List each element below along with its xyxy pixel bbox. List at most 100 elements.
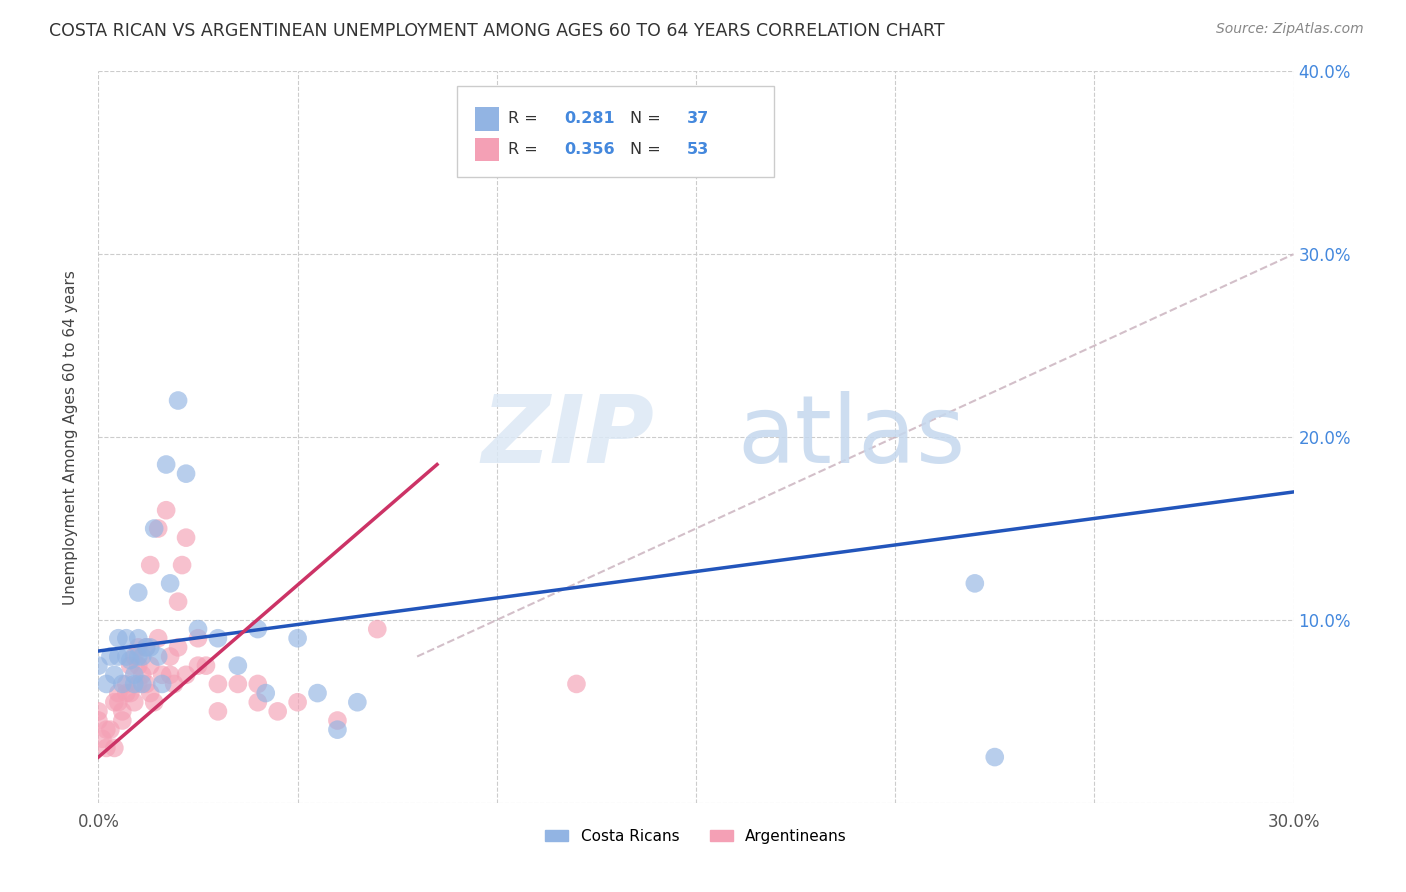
Point [96, 723, 118, 737]
Point [139, 658, 162, 673]
Point [107, 686, 129, 700]
Point [96, 677, 118, 691]
Point [131, 649, 153, 664]
Point [163, 677, 186, 691]
Point [87, 705, 110, 719]
Point [159, 667, 181, 681]
Point [187, 632, 209, 646]
Point [150, 667, 173, 681]
Point [187, 658, 209, 673]
Point [139, 686, 162, 700]
Point [103, 667, 125, 681]
Point [565, 677, 588, 691]
Point [107, 632, 129, 646]
Point [103, 740, 125, 755]
Point [111, 714, 134, 728]
Point [127, 649, 149, 664]
Point [172, 558, 194, 573]
Point [150, 677, 173, 691]
Point [120, 686, 142, 700]
Point [246, 677, 269, 691]
Point [115, 677, 138, 691]
Point [107, 649, 129, 664]
Point [287, 632, 309, 646]
Point [96, 740, 118, 755]
Point [127, 658, 149, 673]
Point [139, 640, 162, 655]
Text: COSTA RICAN VS ARGENTINEAN UNEMPLOYMENT AMONG AGES 60 TO 64 YEARS CORRELATION CH: COSTA RICAN VS ARGENTINEAN UNEMPLOYMENT … [49, 22, 945, 40]
Point [107, 695, 129, 709]
Point [127, 640, 149, 655]
Point [135, 640, 157, 655]
Point [148, 649, 170, 664]
Point [131, 677, 153, 691]
Point [963, 576, 986, 591]
Point [287, 695, 309, 709]
Point [167, 640, 190, 655]
Point [207, 677, 229, 691]
Text: 0.356: 0.356 [565, 142, 616, 157]
Point [174, 667, 197, 681]
Point [167, 594, 190, 608]
Point [159, 576, 181, 591]
Text: ZIP: ZIP [481, 391, 654, 483]
Point [326, 723, 349, 737]
Point [115, 649, 138, 664]
Point [143, 521, 166, 535]
Text: R =: R = [509, 112, 543, 127]
Point [195, 658, 218, 673]
Point [115, 686, 138, 700]
Point [174, 467, 197, 481]
Point [148, 521, 170, 535]
Point [326, 714, 349, 728]
Point [159, 649, 181, 664]
Text: R =: R = [509, 142, 543, 157]
Point [139, 558, 162, 573]
Point [207, 632, 229, 646]
Point [167, 393, 190, 408]
Point [115, 632, 138, 646]
Text: N =: N = [630, 142, 666, 157]
Point [226, 658, 249, 673]
Point [111, 677, 134, 691]
Point [155, 503, 177, 517]
Point [111, 705, 134, 719]
Point [124, 695, 146, 709]
FancyBboxPatch shape [475, 107, 499, 130]
Text: atlas: atlas [738, 391, 966, 483]
Point [226, 677, 249, 691]
Point [87, 658, 110, 673]
Point [366, 622, 388, 636]
Point [187, 622, 209, 636]
Point [124, 649, 146, 664]
Point [246, 622, 269, 636]
FancyBboxPatch shape [457, 86, 773, 178]
Point [984, 750, 1007, 764]
Text: 37: 37 [686, 112, 709, 127]
Point [135, 677, 157, 691]
Point [131, 667, 153, 681]
Text: 53: 53 [686, 142, 709, 157]
Point [124, 667, 146, 681]
Point [155, 458, 177, 472]
Point [120, 658, 142, 673]
Point [148, 632, 170, 646]
FancyBboxPatch shape [475, 138, 499, 161]
Text: N =: N = [630, 112, 666, 127]
Point [143, 695, 166, 709]
Point [120, 653, 142, 667]
Point [103, 695, 125, 709]
Text: Source: ZipAtlas.com: Source: ZipAtlas.com [1216, 22, 1364, 37]
Point [98, 649, 122, 664]
Point [91, 731, 114, 746]
Point [267, 705, 290, 719]
Point [246, 695, 269, 709]
Point [346, 695, 368, 709]
Point [307, 686, 329, 700]
Point [127, 632, 149, 646]
Text: 0.281: 0.281 [565, 112, 616, 127]
Point [174, 531, 197, 545]
Point [87, 714, 110, 728]
Point [254, 686, 277, 700]
Point [127, 585, 149, 599]
